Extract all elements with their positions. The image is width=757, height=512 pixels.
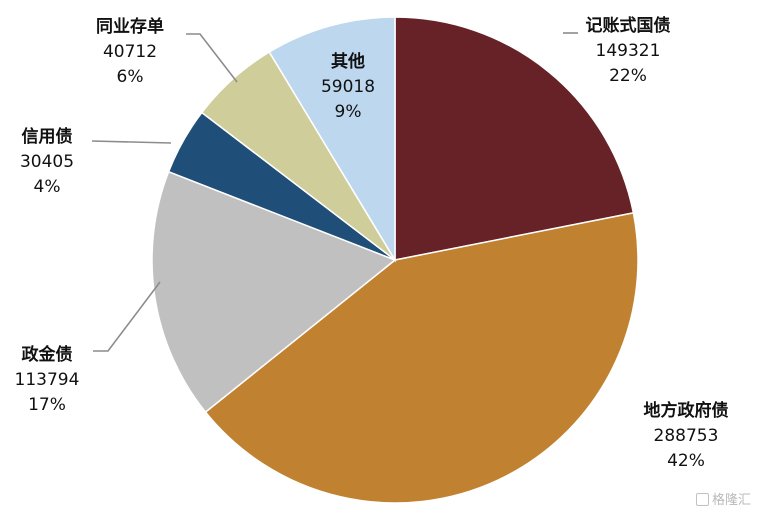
leader-lines bbox=[91, 32, 578, 352]
slice-label-value-1: 288753 bbox=[654, 426, 719, 446]
pie-slices bbox=[151, 16, 639, 504]
slice-label-percent-3: 4% bbox=[34, 177, 61, 197]
slice-label-percent-5: 9% bbox=[335, 102, 362, 122]
slice-label-name-5: 其他 bbox=[331, 51, 365, 72]
slice-label-value-4: 40712 bbox=[103, 42, 157, 62]
slice-label-percent-1: 42% bbox=[667, 451, 705, 471]
slice-label-percent-2: 17% bbox=[28, 395, 66, 415]
slice-labels: 记账式国债 149321 22% 地方政府债 288753 42% 政金债 113794 17%… bbox=[15, 15, 729, 471]
pie-slice-2 bbox=[151, 170, 397, 414]
slice-label-percent-0: 22% bbox=[609, 66, 647, 86]
slice-label-value-2: 113794 bbox=[15, 370, 80, 390]
slice-label-percent-4: 6% bbox=[117, 67, 144, 87]
pie-slice-5 bbox=[268, 16, 396, 263]
watermark: 格隆汇 bbox=[695, 489, 751, 508]
slice-label-name-0: 记账式国债 bbox=[586, 15, 671, 36]
slice-label-name-4: 同业存单 bbox=[96, 16, 164, 37]
watermark-logo-icon bbox=[695, 493, 709, 506]
pie-slice-0 bbox=[394, 16, 635, 261]
leader-line-2 bbox=[93, 281, 161, 352]
slice-label-value-5: 59018 bbox=[321, 77, 375, 97]
leader-line-4 bbox=[186, 33, 238, 83]
slice-label-name-3: 信用债 bbox=[22, 126, 73, 147]
leader-line-3 bbox=[91, 140, 172, 144]
slice-label-name-2: 政金债 bbox=[22, 344, 73, 365]
slice-label-name-1: 地方政府债 bbox=[644, 400, 729, 421]
pie-slice-1 bbox=[204, 211, 639, 504]
watermark-text: 格隆汇 bbox=[711, 493, 751, 508]
slice-label-value-0: 149321 bbox=[596, 41, 661, 61]
slice-label-value-3: 30405 bbox=[20, 152, 74, 172]
